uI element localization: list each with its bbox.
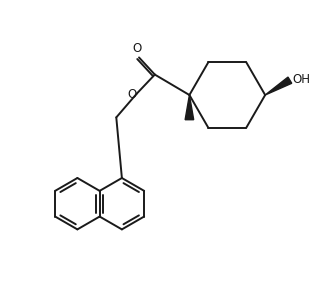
Text: O: O (132, 42, 141, 55)
Polygon shape (265, 77, 292, 95)
Text: OH: OH (293, 73, 310, 86)
Polygon shape (185, 95, 194, 120)
Text: O: O (127, 88, 137, 101)
